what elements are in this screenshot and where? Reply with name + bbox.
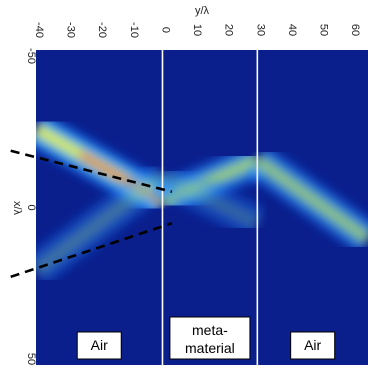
region-label-1: meta-material — [169, 316, 251, 360]
y-tick-label: 50 — [25, 353, 37, 365]
guide-line-1 — [10, 222, 173, 279]
beam-layer — [36, 113, 368, 285]
x-tick-label: -20 — [96, 22, 108, 38]
x-tick-label: 30 — [254, 24, 266, 36]
y-tick-label: -50 — [25, 48, 37, 64]
guide-lines — [10, 149, 173, 279]
x-tick-label: -40 — [33, 22, 45, 38]
x-tick-label: 40 — [286, 24, 298, 36]
x-tick-label: -30 — [65, 22, 77, 38]
x-tick-label: 0 — [159, 27, 171, 33]
x-tick-label: 20 — [223, 24, 235, 36]
region-label-text: Air — [91, 337, 108, 353]
x-tick-labels: -40 -30 -20 -10 0 10 20 30 40 50 60 — [33, 22, 361, 38]
guide-line-0 — [10, 149, 173, 194]
interface-lines — [161, 50, 259, 365]
region-label-text: meta- — [192, 322, 228, 338]
region-label-0: Air — [76, 331, 122, 360]
x-tick-label: -10 — [128, 22, 140, 38]
region-label-text: material — [185, 340, 235, 356]
x-tick-label: 60 — [349, 24, 361, 36]
beam-4 — [154, 159, 266, 240]
y-tick-labels: -50 0 50 — [25, 48, 37, 365]
beam-2 — [246, 145, 368, 254]
y-tick-label: 0 — [25, 204, 37, 210]
beam-3 — [36, 161, 174, 285]
x-tick-label: 10 — [191, 24, 203, 36]
region-labels: Air meta-material Air — [76, 316, 336, 360]
x-tick-label: 50 — [318, 24, 330, 36]
x-axis-label: y/λ — [195, 5, 210, 17]
region-label-2: Air — [290, 331, 336, 360]
y-axis-label: x/λ — [11, 201, 23, 216]
region-label-text: Air — [304, 337, 321, 353]
